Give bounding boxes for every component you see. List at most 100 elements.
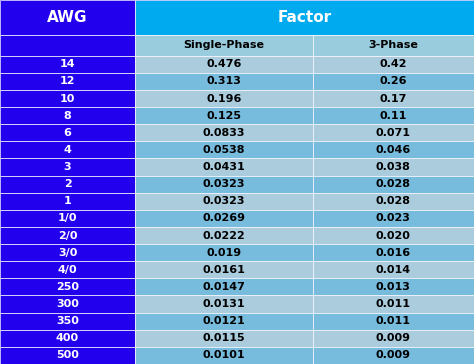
Bar — [313, 124, 474, 141]
Bar — [313, 278, 474, 296]
Text: 8: 8 — [64, 111, 72, 120]
Text: 10: 10 — [60, 94, 75, 103]
Text: 0.26: 0.26 — [380, 76, 407, 86]
Text: Single-Phase: Single-Phase — [183, 40, 264, 50]
Bar — [313, 330, 474, 347]
Bar — [313, 175, 474, 193]
Text: 400: 400 — [56, 333, 79, 343]
Text: 0.0538: 0.0538 — [203, 145, 245, 155]
Text: 0.0833: 0.0833 — [203, 128, 245, 138]
Bar — [0, 35, 135, 56]
Bar — [135, 141, 313, 158]
Text: 0.023: 0.023 — [376, 213, 411, 223]
Text: 0.071: 0.071 — [376, 128, 411, 138]
Text: 0.014: 0.014 — [376, 265, 411, 275]
Bar — [313, 313, 474, 330]
Bar — [135, 330, 313, 347]
Text: 0.0161: 0.0161 — [202, 265, 246, 275]
Bar — [0, 278, 135, 296]
Text: 0.0431: 0.0431 — [202, 162, 246, 172]
Text: Factor: Factor — [277, 10, 332, 25]
Bar — [135, 90, 313, 107]
Bar — [135, 73, 313, 90]
Text: 3: 3 — [64, 162, 72, 172]
Text: 0.013: 0.013 — [376, 282, 411, 292]
Text: 0.011: 0.011 — [376, 299, 411, 309]
Text: 250: 250 — [56, 282, 79, 292]
Text: 0.0323: 0.0323 — [203, 179, 245, 189]
Bar — [135, 313, 313, 330]
Bar — [135, 244, 313, 261]
Text: 0.0323: 0.0323 — [203, 196, 245, 206]
Bar — [135, 278, 313, 296]
Bar — [313, 90, 474, 107]
Text: 12: 12 — [60, 76, 75, 86]
Text: 0.313: 0.313 — [207, 76, 241, 86]
Text: 0.0121: 0.0121 — [202, 316, 246, 326]
Bar — [0, 175, 135, 193]
Text: 4: 4 — [64, 145, 72, 155]
Text: 0.028: 0.028 — [376, 179, 411, 189]
Text: 2: 2 — [64, 179, 72, 189]
Bar — [313, 296, 474, 313]
Text: 0.028: 0.028 — [376, 196, 411, 206]
Bar — [0, 124, 135, 141]
Bar — [135, 347, 313, 364]
Text: 0.0269: 0.0269 — [202, 213, 246, 223]
Text: AWG: AWG — [47, 10, 88, 25]
Bar — [0, 56, 135, 73]
Bar — [313, 56, 474, 73]
Bar — [0, 296, 135, 313]
Bar — [0, 158, 135, 175]
Bar — [0, 244, 135, 261]
Text: 0.0222: 0.0222 — [202, 230, 246, 241]
Text: 0.11: 0.11 — [380, 111, 407, 120]
Text: 1/0: 1/0 — [58, 213, 77, 223]
Bar — [0, 141, 135, 158]
Text: 300: 300 — [56, 299, 79, 309]
Bar — [0, 227, 135, 244]
Bar — [135, 193, 313, 210]
Bar — [135, 35, 313, 56]
Bar — [0, 210, 135, 227]
Bar — [0, 193, 135, 210]
Text: 1: 1 — [64, 196, 72, 206]
Bar — [0, 330, 135, 347]
Text: 6: 6 — [64, 128, 72, 138]
Bar — [313, 347, 474, 364]
Text: 0.016: 0.016 — [376, 248, 411, 258]
Text: 2/0: 2/0 — [58, 230, 77, 241]
Bar — [313, 227, 474, 244]
Text: 0.009: 0.009 — [376, 351, 411, 360]
Text: 0.020: 0.020 — [376, 230, 411, 241]
Text: 0.17: 0.17 — [380, 94, 407, 103]
Bar — [135, 175, 313, 193]
Text: 4/0: 4/0 — [58, 265, 77, 275]
Text: 0.0115: 0.0115 — [203, 333, 245, 343]
Bar — [0, 347, 135, 364]
Bar — [135, 0, 474, 35]
Bar — [0, 0, 135, 35]
Bar — [0, 313, 135, 330]
Text: 0.0101: 0.0101 — [203, 351, 245, 360]
Text: 0.125: 0.125 — [207, 111, 241, 120]
Text: 0.0131: 0.0131 — [203, 299, 245, 309]
Bar — [135, 227, 313, 244]
Bar — [313, 35, 474, 56]
Bar — [313, 210, 474, 227]
Bar — [313, 107, 474, 124]
Text: 0.011: 0.011 — [376, 316, 411, 326]
Text: 0.038: 0.038 — [376, 162, 411, 172]
Text: 0.196: 0.196 — [206, 94, 242, 103]
Text: 0.0147: 0.0147 — [202, 282, 246, 292]
Text: 0.476: 0.476 — [206, 59, 242, 69]
Bar — [313, 261, 474, 278]
Text: 14: 14 — [60, 59, 75, 69]
Text: 0.009: 0.009 — [376, 333, 411, 343]
Bar — [135, 107, 313, 124]
Bar — [313, 141, 474, 158]
Text: 500: 500 — [56, 351, 79, 360]
Bar — [135, 210, 313, 227]
Bar — [313, 158, 474, 175]
Text: 0.019: 0.019 — [206, 248, 242, 258]
